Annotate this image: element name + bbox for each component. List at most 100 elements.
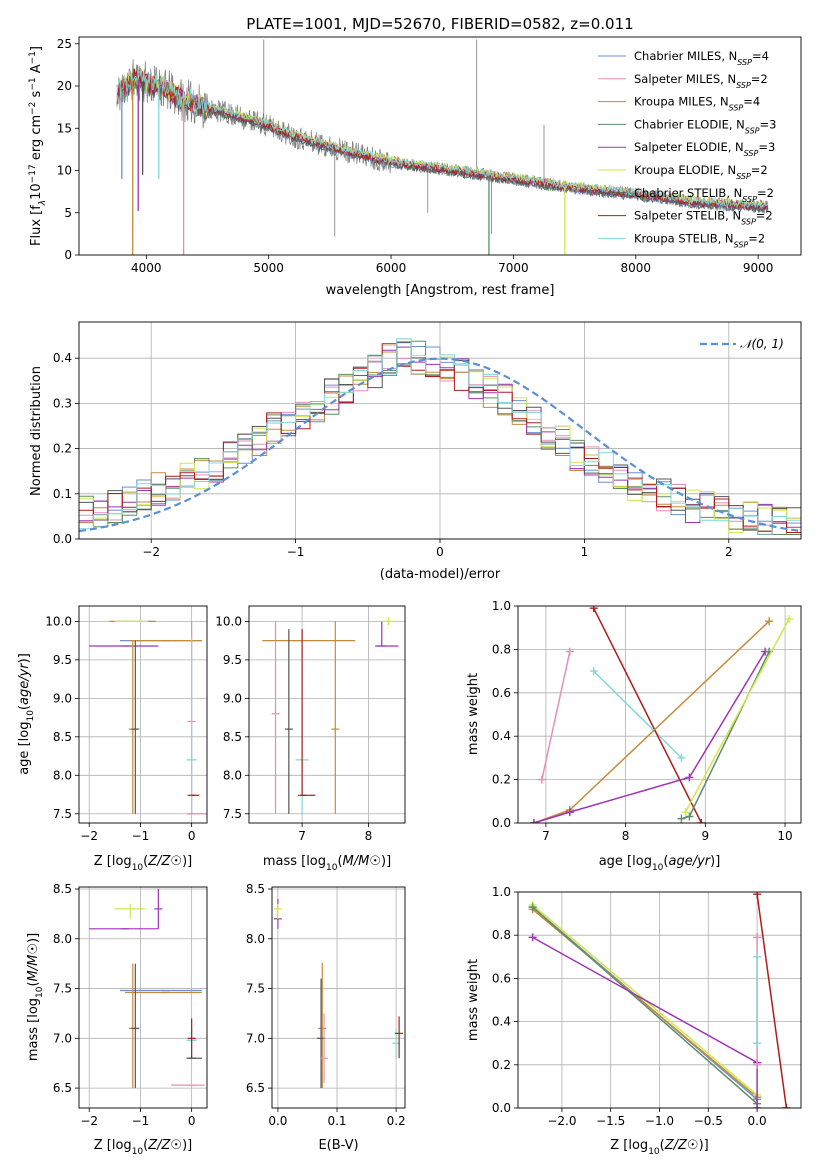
mass-weight-vs-age-ytick-label: 0.0 — [492, 816, 511, 830]
mass-weight-vs-Z-xlabel: Z [log10(Z/Z☉)] — [610, 1138, 708, 1157]
mass-weight-vs-Z-xlabel-part: ( — [660, 1138, 665, 1153]
legend-label-sub: SSP — [736, 80, 751, 89]
axes-frame — [78, 886, 208, 1109]
axes-frame — [78, 321, 802, 540]
mass-weight-vs-Z-ytick-label: 0.2 — [492, 1058, 511, 1072]
age-vs-Z-ylabel-part: age [log — [17, 722, 32, 775]
legend-label-name: Salpeter ELODIE, N — [634, 140, 744, 154]
spectrum-model-line — [116, 68, 769, 210]
legend-label: Salpeter MILES, NSSP=2 — [634, 72, 768, 90]
age-vs-Z-ytick-label: 8.5 — [53, 730, 72, 744]
mass-vs-ebv-plot-area — [273, 898, 404, 1089]
spectrum-ylabel-part: Flux [f — [29, 205, 44, 246]
mass-vs-Z-ylabel-part: )] — [26, 933, 41, 943]
mass-vs-Z-xtick-label: −2 — [80, 1114, 98, 1128]
age-vs-mass-xlabel-part: )] — [381, 854, 391, 869]
age-vs-Z-plot-area — [89, 620, 207, 815]
age-vs-Z-xlabel-part: Z [log — [94, 854, 132, 869]
mass-weight-vs-Z-ytick-label: 0.0 — [492, 1101, 511, 1115]
mass-vs-ebv-xlabel: E(B-V) — [318, 1138, 358, 1153]
spectrum-ylabel-part: −1 — [28, 51, 38, 64]
age-vs-mass-xlabel-part: M/M☉ — [343, 854, 381, 869]
mass-weight-vs-Z-xtick-label: −1.5 — [596, 1114, 625, 1128]
age-vs-mass-xtick-label: 8 — [365, 829, 373, 843]
age-vs-Z-xlabel-part: 10 — [132, 863, 144, 873]
mass-vs-Z-ytick-label: 7.0 — [53, 1031, 72, 1045]
age-vs-Z-xlabel-part: ( — [143, 854, 148, 869]
spectrum-panel: 4000 5000 6000 7000 8000 9000 0 5 10 15 20 25 wavele… — [28, 36, 802, 298]
age-vs-mass-plot-area — [262, 617, 399, 814]
mass-weight-vs-Z-plot-area — [528, 892, 791, 1108]
residuals-xtick-label: 1 — [581, 545, 589, 559]
legend-label: Salpeter STELIB, NSSP=2 — [634, 209, 773, 227]
mass-vs-Z-ytick-label: 8.0 — [53, 932, 72, 946]
weight-line — [532, 906, 758, 1105]
weight-marker — [785, 615, 794, 624]
mass-vs-ebv-panel: 0.0 0.1 0.2 6.5 7.0 7.5 8.0 8.5 E(B-V) — [246, 882, 406, 1153]
weight-marker — [529, 819, 538, 823]
legend-label: Chabrier MILES, NSSP=4 — [634, 49, 769, 67]
legend-label-name: Chabrier STELIB, N — [634, 186, 742, 200]
age-vs-mass-ytick-label: 8.0 — [223, 768, 242, 782]
age-vs-mass-ytick-label: 7.5 — [223, 807, 242, 821]
spectrum-ytick-label: 5 — [64, 206, 72, 220]
legend-label-name: Salpeter STELIB, N — [634, 209, 741, 223]
mass-weight-vs-age-ytick-label: 0.4 — [492, 729, 511, 743]
residuals-xtick-label: 0 — [436, 545, 444, 559]
mass-vs-Z-ylabel: mass [log10(M/M☉)] — [26, 933, 45, 1061]
legend-label: Kroupa STELIB, NSSP=2 — [634, 231, 765, 249]
residuals-xtick-label: −2 — [142, 545, 160, 559]
mass-weight-vs-Z-panel: −2.0 −1.5 −1.0 −0.5 0.0 0.0 0.2 0.4 0.6 0.8 1.0 Z [… — [466, 885, 802, 1157]
residuals-legend-label: 𝒩(0, 1) — [740, 337, 784, 351]
mass-weight-vs-Z-xlabel-part: 10 — [648, 1147, 660, 1157]
weight-marker — [677, 753, 686, 762]
legend-label: Kroupa ELODIE, NSSP=2 — [634, 163, 768, 181]
age-vs-mass-xlabel-part: 10 — [326, 863, 338, 873]
weight-line — [684, 618, 790, 813]
spectrum-ytick-label: 0 — [64, 248, 72, 262]
legend-label: Kroupa MILES, NSSP=4 — [634, 95, 760, 113]
age-vs-mass-panel: 7 8 7.5 8.0 8.5 9.0 9.5 10.0 mass [log10(M/M☉)] — [215, 605, 406, 873]
spectrum-xtick-label: 6000 — [376, 261, 407, 275]
mass-weight-vs-age-xtick-label: 10 — [777, 829, 792, 843]
legend-label: Chabrier ELODIE, NSSP=3 — [634, 117, 776, 135]
spectrum-ylabel-part: ] — [29, 46, 44, 51]
spectrum-ytick-label: 10 — [57, 164, 72, 178]
mass-weight-vs-Z-ylabel: mass weight — [466, 959, 481, 1041]
weight-marker — [685, 812, 694, 821]
mass-weight-vs-age-ytick-label: 0.6 — [492, 686, 511, 700]
legend-label-sub: SSP — [734, 240, 749, 249]
mass-vs-ebv-xlabel-part: E(B-V) — [318, 1138, 358, 1153]
weight-marker — [528, 933, 537, 942]
gaussian-reference-curve — [79, 357, 799, 533]
weight-marker — [753, 1104, 762, 1108]
mass-weight-vs-age-xtick-label: 7 — [542, 829, 550, 843]
residuals-xtick-label: −1 — [287, 545, 305, 559]
mass-weight-vs-age-xtick-label: 8 — [622, 829, 630, 843]
weight-marker — [565, 808, 574, 817]
weight-marker — [537, 775, 546, 784]
weight-marker — [753, 892, 762, 899]
mass-weight-vs-age-ytick-label: 1.0 — [492, 599, 511, 613]
panels: 4000 5000 6000 7000 8000 90000510152025wavele… — [17, 36, 802, 1157]
mass-vs-Z-xlabel-part: 10 — [132, 1147, 144, 1157]
residuals-ytick-label: 0.2 — [53, 442, 72, 456]
mass-weight-vs-Z-ytick-label: 0.6 — [492, 971, 511, 985]
legend-label-sub: SSP — [744, 149, 759, 158]
age-vs-mass-xtick-label: 7 — [298, 829, 306, 843]
legend-label-n: =2 — [757, 186, 774, 200]
spectrum-xtick-label: 7000 — [498, 261, 529, 275]
mass-weight-vs-Z-ytick-label: 0.8 — [492, 928, 511, 942]
mass-vs-Z-xtick-label: 0 — [188, 1114, 196, 1128]
residuals-ytick-label: 0.4 — [53, 351, 72, 365]
legend-label-sub: SSP — [741, 217, 756, 226]
weight-line — [593, 607, 703, 823]
weight-marker — [589, 606, 598, 613]
mass-vs-Z-ylabel-part: ( — [26, 981, 41, 986]
age-vs-Z-ylabel-part: )] — [17, 653, 32, 663]
weight-marker — [782, 1104, 791, 1108]
spectrum-ylabel-part: erg cm — [29, 115, 44, 164]
legend-label-name: Chabrier ELODIE, N — [634, 117, 745, 131]
